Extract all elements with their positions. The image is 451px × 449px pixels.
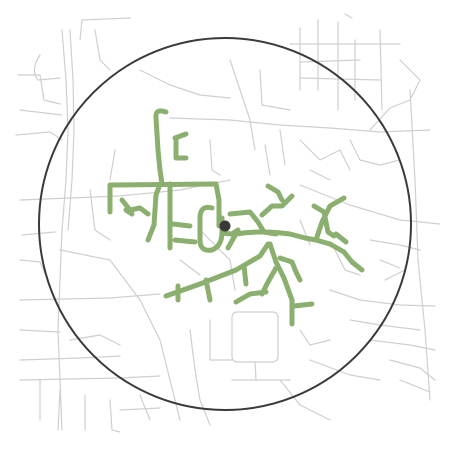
- local-road: [189, 329, 211, 426]
- local-road: [19, 231, 56, 281]
- arterial-road: [19, 293, 161, 301]
- route-segment: [163, 241, 271, 299]
- route-segment: [145, 181, 163, 243]
- route-segment: [233, 289, 269, 305]
- local-road: [209, 139, 221, 176]
- local-road: [389, 359, 436, 393]
- local-road: [15, 131, 63, 141]
- route-segment: [267, 241, 295, 327]
- route-segment: [277, 255, 303, 283]
- local-road: [299, 329, 331, 346]
- route-segment: [203, 277, 213, 303]
- route-segment: [311, 203, 337, 239]
- local-road: [79, 17, 131, 41]
- local-road: [19, 109, 63, 116]
- route-segment: [107, 181, 222, 229]
- local-road: [349, 139, 401, 166]
- local-road: [179, 229, 236, 291]
- highway-ramp: [17, 74, 61, 105]
- local-road: [69, 334, 121, 346]
- local-road: [94, 29, 111, 71]
- highway-road: [67, 29, 75, 231]
- local-road: [299, 13, 383, 111]
- local-road: [19, 329, 161, 381]
- route-segment: [233, 229, 333, 247]
- local-road: [349, 319, 436, 351]
- arterial-road: [409, 89, 431, 401]
- arterial-road: [299, 184, 441, 225]
- local-road: [299, 219, 361, 276]
- route-segment: [197, 205, 225, 253]
- highway-road: [57, 29, 69, 431]
- route-segment: [119, 197, 151, 217]
- local-road: [229, 59, 291, 151]
- route-segment: [291, 301, 315, 309]
- local-road: [264, 129, 286, 176]
- route-segment: [123, 207, 135, 217]
- route-segment: [327, 241, 365, 273]
- local-road: [299, 139, 351, 181]
- reachable-area-circle: [38, 37, 412, 411]
- route-segment: [172, 131, 189, 161]
- route-segment: [170, 221, 198, 245]
- route-segment: [259, 193, 295, 218]
- arterial-road: [59, 249, 181, 421]
- reachable-route-network: [107, 108, 365, 327]
- local-road: [119, 394, 161, 421]
- local-road: [39, 379, 121, 433]
- service-area-boundary: [38, 37, 412, 411]
- local-road: [329, 289, 436, 307]
- arterial-road: [169, 117, 431, 133]
- local-road: [369, 239, 421, 281]
- origin-marker[interactable]: [219, 220, 231, 232]
- origin-point-icon[interactable]: [219, 220, 231, 232]
- local-road: [139, 69, 231, 99]
- highway-ramp: [33, 54, 61, 81]
- route-segment: [153, 108, 169, 187]
- local-road: [89, 149, 116, 241]
- route-segment: [265, 183, 285, 203]
- local-road: [289, 43, 401, 81]
- local-road: [231, 311, 279, 363]
- local-road: [279, 359, 381, 421]
- route-segment: [241, 263, 249, 287]
- route-segment: [333, 231, 349, 245]
- local-road: [369, 59, 421, 131]
